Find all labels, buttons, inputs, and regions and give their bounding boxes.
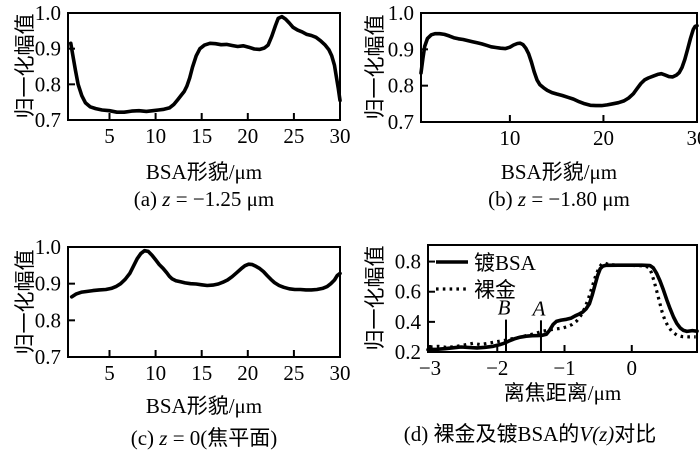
x-axis-label-c: BSA形貌/μm: [145, 394, 263, 418]
x-tick-label-a: 5: [104, 124, 115, 148]
x-tick-label-c: 10: [145, 361, 166, 385]
x-tick-label-b: 30: [687, 126, 700, 150]
y-tick-label-d: 0.6: [395, 280, 421, 304]
y-tick-label-c: 0.8: [35, 308, 61, 332]
caption-a-pre: (a): [133, 187, 163, 211]
y-tick-label-b: 1.0: [388, 1, 414, 25]
plot-b: 10 20 30 0.7 0.8 0.9 1.0: [388, 1, 700, 150]
y-tick-label-d: 0.8: [395, 250, 421, 274]
caption-c-pre: (c): [130, 426, 160, 450]
x-tick-label-c: 20: [237, 361, 258, 385]
caption-a-var: z: [162, 187, 171, 211]
x-tick-label-c: 30: [330, 361, 351, 385]
caption-c-var: z: [159, 426, 168, 450]
x-tick-label-b: 20: [593, 126, 614, 150]
x-axis-label-a: BSA形貌/μm: [145, 160, 263, 184]
marker-label-a: A: [531, 296, 546, 320]
plot-a: 5 10 15 20 25 30 0.7 0.8 0.9 1.0: [35, 1, 351, 148]
series-d-1: [429, 261, 696, 350]
y-tick-label-b: 0.8: [388, 74, 414, 98]
x-tick-label-a: 15: [191, 124, 212, 148]
y-tick-label-a: 0.7: [35, 108, 61, 132]
x-tick-label-a: 20: [237, 124, 258, 148]
caption-a-post: = −1.25 μm: [170, 187, 275, 211]
caption-d: (d) 裸金及镀BSA的V(z)对比: [360, 418, 700, 448]
y-tick-label-c: 1.0: [35, 235, 61, 259]
caption-c-post: = 0(焦平面): [167, 426, 278, 450]
caption-b-pre: (b): [488, 187, 518, 211]
x-axis-label-d: 离焦距离/μm: [503, 381, 622, 405]
caption-d-var: V(z): [579, 422, 615, 446]
panel-c: 5 10 15 20 25 30 0.7 0.8 0.9 1.0 归一化幅值 BSA形貌/μm (…: [0, 229, 350, 459]
panel-d: −3 −2 −1 0 0.2 0.4 0.6 0.8 B A 镀BSA 裸金 归一化幅值 离焦距离/μ…: [350, 229, 700, 459]
series-c-0: [69, 248, 342, 299]
legend-label-0: 镀BSA: [474, 251, 537, 275]
x-tick-label-c: 5: [104, 361, 115, 385]
x-tick-label-d: −2: [486, 356, 508, 380]
x-tick-label-a: 25: [283, 124, 304, 148]
caption-d-pre: (d) 裸金及镀BSA的: [403, 422, 580, 446]
x-axis-label-b: BSA形貌/μm: [500, 160, 618, 184]
plot-c: 5 10 15 20 25 30 0.7 0.8 0.9 1.0: [35, 235, 351, 385]
y-tick-label-d: 0.2: [395, 340, 421, 364]
y-tick-label-d: 0.4: [395, 310, 422, 334]
caption-c: (c) z = 0(焦平面): [18, 422, 390, 452]
y-axis-label-d: 归一化幅值: [363, 245, 387, 351]
y-tick-label-a: 1.0: [35, 1, 61, 25]
y-tick-label-a: 0.8: [35, 72, 61, 96]
y-axis-label-b: 归一化幅值: [363, 14, 387, 120]
caption-b-post: = −1.80 μm: [526, 187, 630, 211]
x-tick-label-a: 30: [330, 124, 351, 148]
x-tick-label-b: 10: [499, 126, 520, 150]
plot-box-a: [67, 12, 341, 121]
y-tick-label-c: 0.7: [35, 345, 61, 369]
panel-a: 5 10 15 20 25 30 0.7 0.8 0.9 1.0 归一化幅值 BSA形貌/μm (…: [0, 0, 350, 230]
x-tick-label-d: −3: [419, 356, 441, 380]
x-tick-label-d: −1: [553, 356, 575, 380]
caption-a: (a) z = −1.25 μm: [18, 187, 390, 212]
caption-b-var: z: [517, 187, 527, 211]
series-a-0: [69, 14, 342, 114]
y-tick-label-b: 0.7: [388, 110, 414, 134]
x-tick-label-a: 10: [145, 124, 166, 148]
y-tick-label-c: 0.9: [35, 272, 61, 296]
plot-box-d: [427, 244, 698, 353]
caption-b: (b) z = −1.80 μm: [373, 187, 700, 212]
y-tick-label-b: 0.9: [388, 37, 414, 61]
plot-box-c: [67, 246, 341, 358]
y-tick-label-a: 0.9: [35, 37, 61, 61]
panel-b: 10 20 30 0.7 0.8 0.9 1.0 归一化幅值 BSA形貌/μm (b) z …: [350, 0, 700, 230]
y-axis-label-a: 归一化幅值: [13, 13, 37, 119]
marker-label-b: B: [498, 296, 511, 320]
x-tick-label-d: 0: [627, 356, 638, 380]
series-d-0: [426, 263, 699, 352]
x-tick-label-c: 15: [191, 361, 212, 385]
x-tick-label-c: 25: [283, 361, 304, 385]
y-axis-label-c: 归一化幅值: [13, 249, 37, 355]
plot-box-b: [420, 12, 698, 123]
legend-label-1: 裸金: [474, 278, 516, 302]
plot-d: −3 −2 −1 0 0.2 0.4 0.6 0.8 B A 镀BSA 裸金: [395, 244, 699, 380]
caption-d-post: 对比: [614, 422, 657, 446]
series-b-0: [419, 23, 699, 108]
